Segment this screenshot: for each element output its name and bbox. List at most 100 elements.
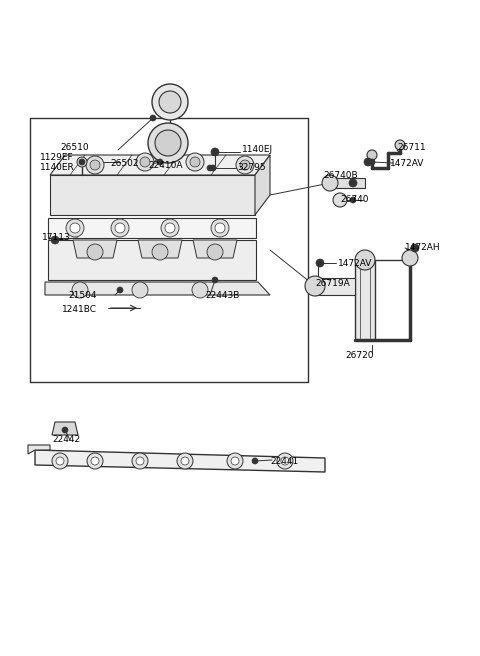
Circle shape [207,244,223,260]
Circle shape [211,219,229,237]
Polygon shape [138,240,182,258]
Polygon shape [50,155,270,175]
Circle shape [252,458,258,464]
Circle shape [350,197,356,203]
Polygon shape [315,278,355,295]
Circle shape [364,158,372,166]
Circle shape [140,157,150,167]
Text: 22443B: 22443B [205,291,240,300]
Circle shape [317,260,323,266]
Text: 1241BC: 1241BC [62,306,97,314]
Text: 17113: 17113 [42,234,71,243]
Circle shape [136,457,144,465]
Circle shape [91,457,99,465]
Circle shape [333,193,347,207]
Text: 26502: 26502 [110,159,139,167]
Polygon shape [193,240,237,258]
Text: 22442: 22442 [52,436,80,445]
Polygon shape [330,178,365,188]
Circle shape [212,277,218,283]
Polygon shape [48,240,256,280]
Polygon shape [35,450,325,472]
Circle shape [77,157,87,167]
Circle shape [355,250,375,270]
Circle shape [402,250,418,266]
Circle shape [152,244,168,260]
Circle shape [150,115,156,121]
Circle shape [70,223,80,233]
Text: 26740: 26740 [340,195,369,205]
Circle shape [369,159,375,165]
Circle shape [87,244,103,260]
Circle shape [51,236,59,244]
Circle shape [240,160,250,170]
Polygon shape [50,175,255,215]
Text: 26719A: 26719A [315,279,350,287]
Circle shape [181,457,189,465]
Circle shape [157,159,163,165]
Circle shape [215,223,225,233]
Text: 1129EF: 1129EF [40,154,73,163]
Circle shape [132,282,148,298]
Circle shape [305,276,325,296]
Circle shape [56,457,64,465]
Text: 1472AV: 1472AV [338,258,372,268]
Circle shape [190,157,200,167]
Circle shape [152,84,188,120]
Text: 22410A: 22410A [148,161,182,169]
Circle shape [236,156,254,174]
Circle shape [316,259,324,267]
Circle shape [155,130,181,156]
Circle shape [87,453,103,469]
Circle shape [322,175,338,191]
Polygon shape [355,260,375,340]
Circle shape [148,123,188,163]
Circle shape [211,148,219,156]
Text: 1140ER: 1140ER [40,163,75,173]
Circle shape [52,453,68,469]
Circle shape [411,244,419,252]
Circle shape [90,160,100,170]
Circle shape [207,165,213,171]
Text: 1472AH: 1472AH [405,243,441,253]
Text: 26711: 26711 [397,144,426,152]
Text: 22441: 22441 [270,457,298,466]
Circle shape [66,219,84,237]
Circle shape [117,287,123,293]
Text: 21504: 21504 [68,291,96,300]
Circle shape [227,453,243,469]
Circle shape [79,159,85,165]
Circle shape [165,223,175,233]
Circle shape [62,427,68,433]
Text: 26720: 26720 [345,350,373,359]
Polygon shape [28,445,50,454]
Circle shape [192,282,208,298]
Circle shape [159,91,181,113]
Circle shape [212,149,218,155]
Polygon shape [45,282,270,295]
Text: 32795: 32795 [237,163,265,173]
Circle shape [111,219,129,237]
Circle shape [367,150,377,160]
Circle shape [186,153,204,171]
Circle shape [177,453,193,469]
Text: 26740B: 26740B [323,171,358,180]
Text: 1472AV: 1472AV [390,159,424,167]
Circle shape [277,453,293,469]
Polygon shape [48,218,256,238]
Polygon shape [52,422,78,435]
Circle shape [161,219,179,237]
Circle shape [86,156,104,174]
Text: 26510: 26510 [60,144,89,152]
Circle shape [395,140,405,150]
Circle shape [210,165,216,171]
Circle shape [132,453,148,469]
Text: 1140EJ: 1140EJ [242,146,273,155]
Circle shape [281,457,289,465]
Circle shape [231,457,239,465]
Circle shape [349,179,357,187]
Polygon shape [255,155,270,215]
Circle shape [72,282,88,298]
Polygon shape [73,240,117,258]
Circle shape [136,153,154,171]
